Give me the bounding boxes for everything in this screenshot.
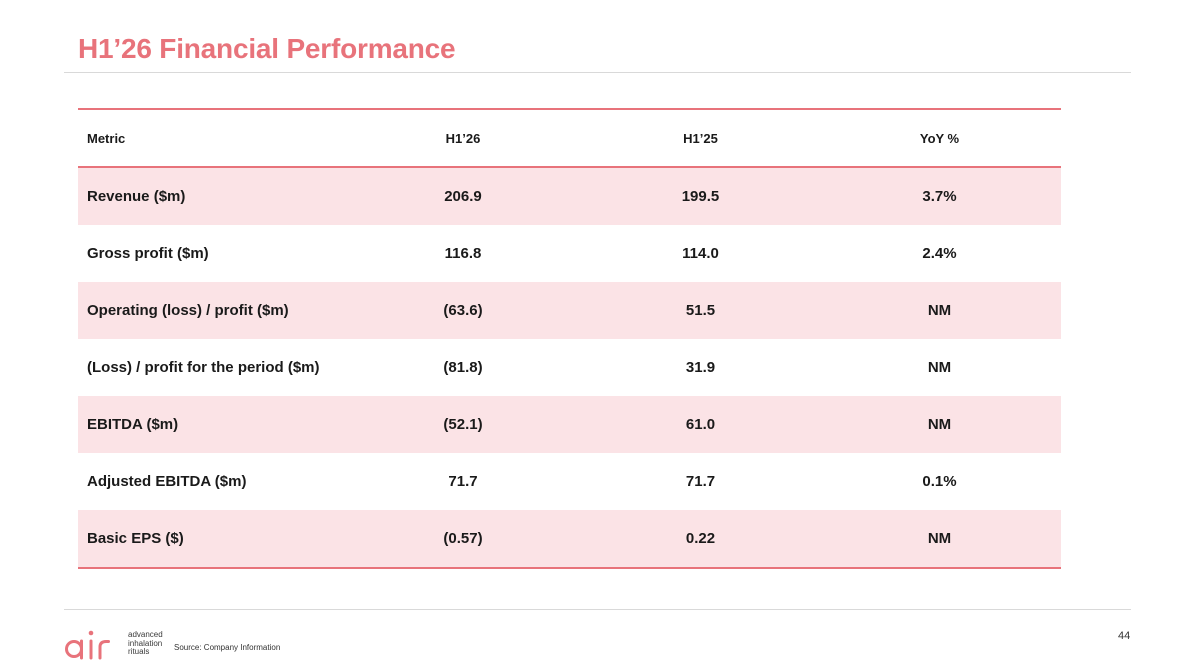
table-bottom-rule — [78, 567, 1061, 569]
h1-26-cell: (81.8) — [443, 359, 483, 376]
table-header-row: Metric H1’26 H1’25 YoY % — [78, 110, 1061, 166]
logo-tagline-line: inhalation — [128, 638, 163, 648]
yoy-cell: 0.1% — [922, 473, 957, 490]
h1-26-cell: 116.8 — [444, 245, 482, 262]
table-row: Adjusted EBITDA ($m) 71.7 71.7 0.1% — [78, 453, 1061, 510]
yoy-cell: 2.4% — [922, 245, 957, 262]
page-number: 44 — [1118, 630, 1131, 642]
table-row: Operating (loss) / profit ($m) (63.6) 51… — [78, 282, 1061, 339]
header-metric: Metric — [87, 130, 126, 146]
logo-tagline-line: rituals — [128, 647, 150, 657]
page-title: H1’26 Financial Performance — [78, 33, 456, 64]
metric-cell: Gross profit ($m) — [87, 245, 209, 262]
title-divider — [64, 72, 1131, 73]
air-logo-mark — [64, 628, 122, 660]
h1-26-cell: 206.9 — [444, 188, 482, 205]
h1-25-cell: 199.5 — [681, 188, 720, 205]
source-note: Source: Company Information — [174, 643, 281, 652]
metric-cell: Basic EPS ($) — [87, 530, 184, 547]
yoy-cell: NM — [927, 530, 952, 547]
h1-25-cell: 31.9 — [685, 359, 716, 376]
yoy-cell: 3.7% — [922, 188, 957, 205]
h1-26-cell: (52.1) — [443, 416, 483, 433]
air-logo: advanced inhalation rituals — [64, 628, 163, 660]
table-row: Basic EPS ($) (0.57) 0.22 NM — [78, 510, 1061, 567]
air-wordmark-graphic — [65, 630, 110, 660]
table-header-rule — [78, 166, 1061, 168]
yoy-cell: NM — [927, 302, 952, 319]
header-yoy: YoY % — [919, 130, 960, 146]
logo-tagline-line: advanced — [128, 630, 163, 640]
table-row: Revenue ($m) 206.9 199.5 3.7% — [78, 168, 1061, 225]
metric-cell: Adjusted EBITDA ($m) — [87, 473, 247, 490]
table-row: (Loss) / profit for the period ($m) (81.… — [78, 339, 1061, 396]
h1-25-cell: 114.0 — [682, 245, 719, 262]
metric-cell: Operating (loss) / profit ($m) — [87, 302, 289, 319]
footer-divider — [64, 609, 1131, 610]
metric-cell: EBITDA ($m) — [87, 416, 179, 433]
header-h1-26: H1’26 — [445, 130, 481, 146]
yoy-cell: NM — [927, 416, 952, 433]
h1-26-cell: 71.7 — [448, 473, 478, 490]
table-row: EBITDA ($m) (52.1) 61.0 NM — [78, 396, 1061, 453]
header-h1-25: H1’25 — [683, 130, 718, 146]
h1-26-cell: (63.6) — [443, 302, 483, 319]
table-top-rule — [78, 108, 1061, 110]
metric-cell: Revenue ($m) — [87, 188, 186, 205]
h1-25-cell: 51.5 — [685, 302, 716, 319]
h1-25-cell: 61.0 — [685, 416, 716, 433]
h1-26-cell: (0.57) — [443, 530, 483, 547]
yoy-cell: NM — [927, 359, 952, 376]
financial-table: Metric H1’26 H1’25 YoY % Revenue ($m) 20… — [78, 108, 1061, 569]
table-row: Gross profit ($m) 116.8 114.0 2.4% — [78, 225, 1061, 282]
h1-25-cell: 71.7 — [685, 473, 716, 490]
metric-cell: (Loss) / profit for the period ($m) — [87, 359, 320, 376]
logo-tagline: advanced inhalation rituals — [128, 631, 163, 657]
h1-25-cell: 0.22 — [685, 530, 716, 547]
